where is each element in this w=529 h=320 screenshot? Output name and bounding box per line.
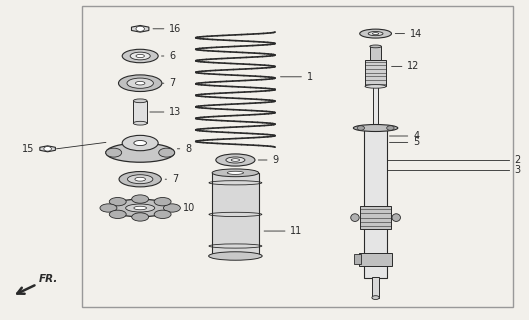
Text: 5: 5: [413, 137, 419, 148]
Ellipse shape: [353, 124, 398, 132]
Ellipse shape: [132, 213, 149, 221]
Ellipse shape: [392, 214, 400, 221]
Ellipse shape: [159, 148, 175, 157]
Bar: [360, 206, 391, 229]
Bar: [133, 101, 147, 123]
Bar: [354, 254, 361, 264]
Ellipse shape: [132, 195, 149, 203]
Ellipse shape: [226, 157, 245, 163]
Ellipse shape: [106, 148, 122, 157]
Ellipse shape: [216, 154, 255, 166]
Text: 8: 8: [185, 144, 191, 154]
Ellipse shape: [106, 143, 175, 162]
Ellipse shape: [370, 45, 381, 48]
Bar: [365, 60, 386, 86]
Ellipse shape: [136, 54, 144, 58]
Bar: [82, 6, 513, 307]
Text: 9: 9: [272, 155, 279, 165]
Ellipse shape: [133, 121, 147, 125]
Ellipse shape: [227, 171, 243, 174]
Ellipse shape: [368, 32, 383, 36]
Ellipse shape: [122, 49, 158, 63]
Ellipse shape: [163, 204, 180, 212]
Text: 2: 2: [514, 155, 521, 165]
Circle shape: [387, 126, 394, 130]
Bar: [364, 128, 387, 278]
Text: 11: 11: [290, 226, 303, 236]
Ellipse shape: [135, 82, 145, 85]
Circle shape: [44, 147, 51, 151]
Bar: [370, 46, 381, 60]
Ellipse shape: [212, 169, 259, 177]
Bar: [373, 86, 378, 128]
Polygon shape: [40, 146, 56, 152]
Ellipse shape: [118, 75, 162, 92]
Circle shape: [136, 26, 144, 31]
Text: 4: 4: [413, 131, 419, 141]
Ellipse shape: [119, 172, 161, 187]
Text: 6: 6: [169, 51, 176, 61]
Ellipse shape: [126, 204, 155, 212]
Ellipse shape: [351, 214, 359, 221]
Ellipse shape: [130, 52, 150, 60]
Bar: [212, 173, 259, 256]
Text: 1: 1: [307, 72, 313, 82]
Text: 7: 7: [172, 174, 178, 184]
Ellipse shape: [122, 135, 158, 151]
Text: 13: 13: [169, 107, 181, 117]
Ellipse shape: [134, 206, 147, 210]
Ellipse shape: [127, 78, 153, 88]
Polygon shape: [132, 26, 149, 32]
Ellipse shape: [100, 204, 117, 212]
Ellipse shape: [110, 210, 126, 219]
Ellipse shape: [154, 197, 171, 206]
Ellipse shape: [135, 177, 145, 181]
Text: 7: 7: [169, 78, 176, 88]
Bar: [359, 253, 392, 266]
Text: 15: 15: [22, 144, 34, 154]
Ellipse shape: [134, 140, 147, 146]
Text: 14: 14: [410, 28, 422, 39]
Bar: [372, 277, 379, 298]
Ellipse shape: [127, 175, 153, 184]
Ellipse shape: [154, 210, 171, 219]
Ellipse shape: [110, 197, 126, 206]
Text: 3: 3: [514, 164, 521, 175]
Text: 12: 12: [407, 61, 419, 71]
Circle shape: [357, 126, 364, 130]
Ellipse shape: [133, 99, 147, 103]
Text: 10: 10: [183, 203, 195, 213]
Ellipse shape: [360, 29, 391, 38]
Text: 16: 16: [169, 24, 181, 34]
Ellipse shape: [108, 199, 172, 217]
Text: FR.: FR.: [39, 274, 58, 284]
Ellipse shape: [372, 296, 379, 300]
Ellipse shape: [208, 252, 262, 260]
Ellipse shape: [231, 159, 240, 161]
Ellipse shape: [372, 33, 379, 35]
Ellipse shape: [365, 84, 386, 88]
